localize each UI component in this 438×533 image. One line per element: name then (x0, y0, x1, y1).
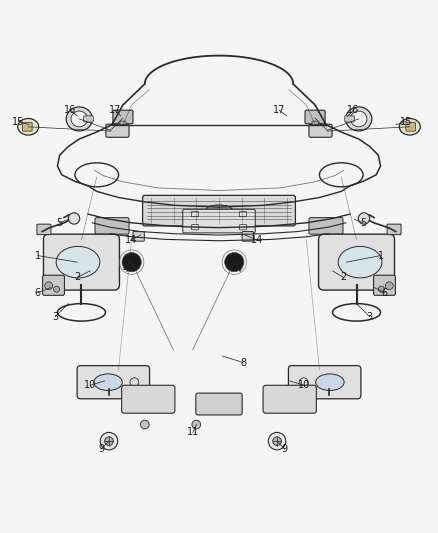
FancyBboxPatch shape (305, 110, 325, 124)
FancyBboxPatch shape (387, 224, 401, 235)
FancyBboxPatch shape (106, 124, 129, 138)
Text: 5: 5 (57, 218, 63, 228)
Text: 3: 3 (52, 312, 58, 322)
Text: 15: 15 (400, 117, 412, 126)
Text: 17: 17 (109, 105, 121, 115)
Ellipse shape (206, 205, 232, 215)
FancyBboxPatch shape (183, 209, 255, 233)
Text: 16: 16 (347, 105, 360, 115)
Text: 14: 14 (125, 235, 137, 245)
Ellipse shape (350, 111, 367, 127)
Text: 6: 6 (382, 288, 388, 298)
Text: 10: 10 (84, 380, 96, 390)
Circle shape (105, 437, 113, 446)
Ellipse shape (71, 111, 88, 127)
Text: 2: 2 (340, 272, 346, 282)
FancyBboxPatch shape (318, 234, 395, 290)
FancyBboxPatch shape (312, 121, 318, 125)
Circle shape (358, 213, 370, 224)
Text: 3: 3 (367, 312, 373, 322)
Text: 10: 10 (298, 380, 310, 390)
Text: 4: 4 (236, 264, 242, 273)
Circle shape (100, 432, 118, 450)
FancyBboxPatch shape (22, 123, 32, 131)
Circle shape (141, 420, 149, 429)
Text: 15: 15 (12, 117, 25, 126)
Text: 1: 1 (35, 251, 41, 261)
Text: 9: 9 (98, 444, 104, 454)
FancyBboxPatch shape (43, 234, 120, 290)
Ellipse shape (56, 246, 100, 278)
FancyBboxPatch shape (77, 366, 150, 399)
FancyBboxPatch shape (196, 393, 242, 415)
FancyBboxPatch shape (242, 231, 254, 241)
FancyBboxPatch shape (84, 116, 93, 122)
FancyBboxPatch shape (133, 231, 145, 241)
Ellipse shape (316, 374, 344, 391)
Text: 17: 17 (273, 105, 286, 115)
Ellipse shape (66, 107, 92, 131)
Text: 8: 8 (240, 358, 246, 368)
Text: 5: 5 (360, 218, 366, 228)
Circle shape (68, 213, 80, 224)
FancyBboxPatch shape (122, 385, 175, 413)
FancyBboxPatch shape (309, 124, 332, 138)
FancyBboxPatch shape (42, 275, 64, 295)
Text: 11: 11 (187, 427, 199, 438)
Circle shape (122, 253, 141, 272)
FancyBboxPatch shape (374, 275, 396, 295)
FancyBboxPatch shape (309, 217, 343, 234)
FancyBboxPatch shape (263, 385, 316, 413)
FancyBboxPatch shape (37, 224, 51, 235)
FancyBboxPatch shape (143, 195, 295, 226)
Ellipse shape (94, 374, 122, 391)
Circle shape (268, 432, 286, 450)
Text: 9: 9 (282, 444, 288, 454)
Text: 14: 14 (251, 235, 264, 245)
Circle shape (273, 437, 282, 446)
Ellipse shape (346, 107, 372, 131)
Circle shape (385, 282, 393, 289)
Ellipse shape (399, 118, 420, 135)
Circle shape (378, 286, 385, 292)
Circle shape (192, 420, 201, 429)
FancyBboxPatch shape (288, 366, 361, 399)
Text: 1: 1 (378, 251, 384, 261)
FancyBboxPatch shape (406, 123, 416, 131)
Text: 4: 4 (122, 264, 128, 273)
Ellipse shape (338, 246, 382, 278)
Circle shape (45, 282, 53, 289)
FancyBboxPatch shape (113, 110, 133, 124)
Text: 16: 16 (64, 105, 77, 115)
FancyBboxPatch shape (95, 217, 129, 234)
Text: 6: 6 (35, 288, 41, 298)
FancyBboxPatch shape (120, 121, 126, 125)
Ellipse shape (18, 118, 39, 135)
Text: 2: 2 (74, 272, 80, 282)
Circle shape (53, 286, 60, 292)
Circle shape (225, 253, 244, 272)
FancyBboxPatch shape (345, 116, 354, 122)
